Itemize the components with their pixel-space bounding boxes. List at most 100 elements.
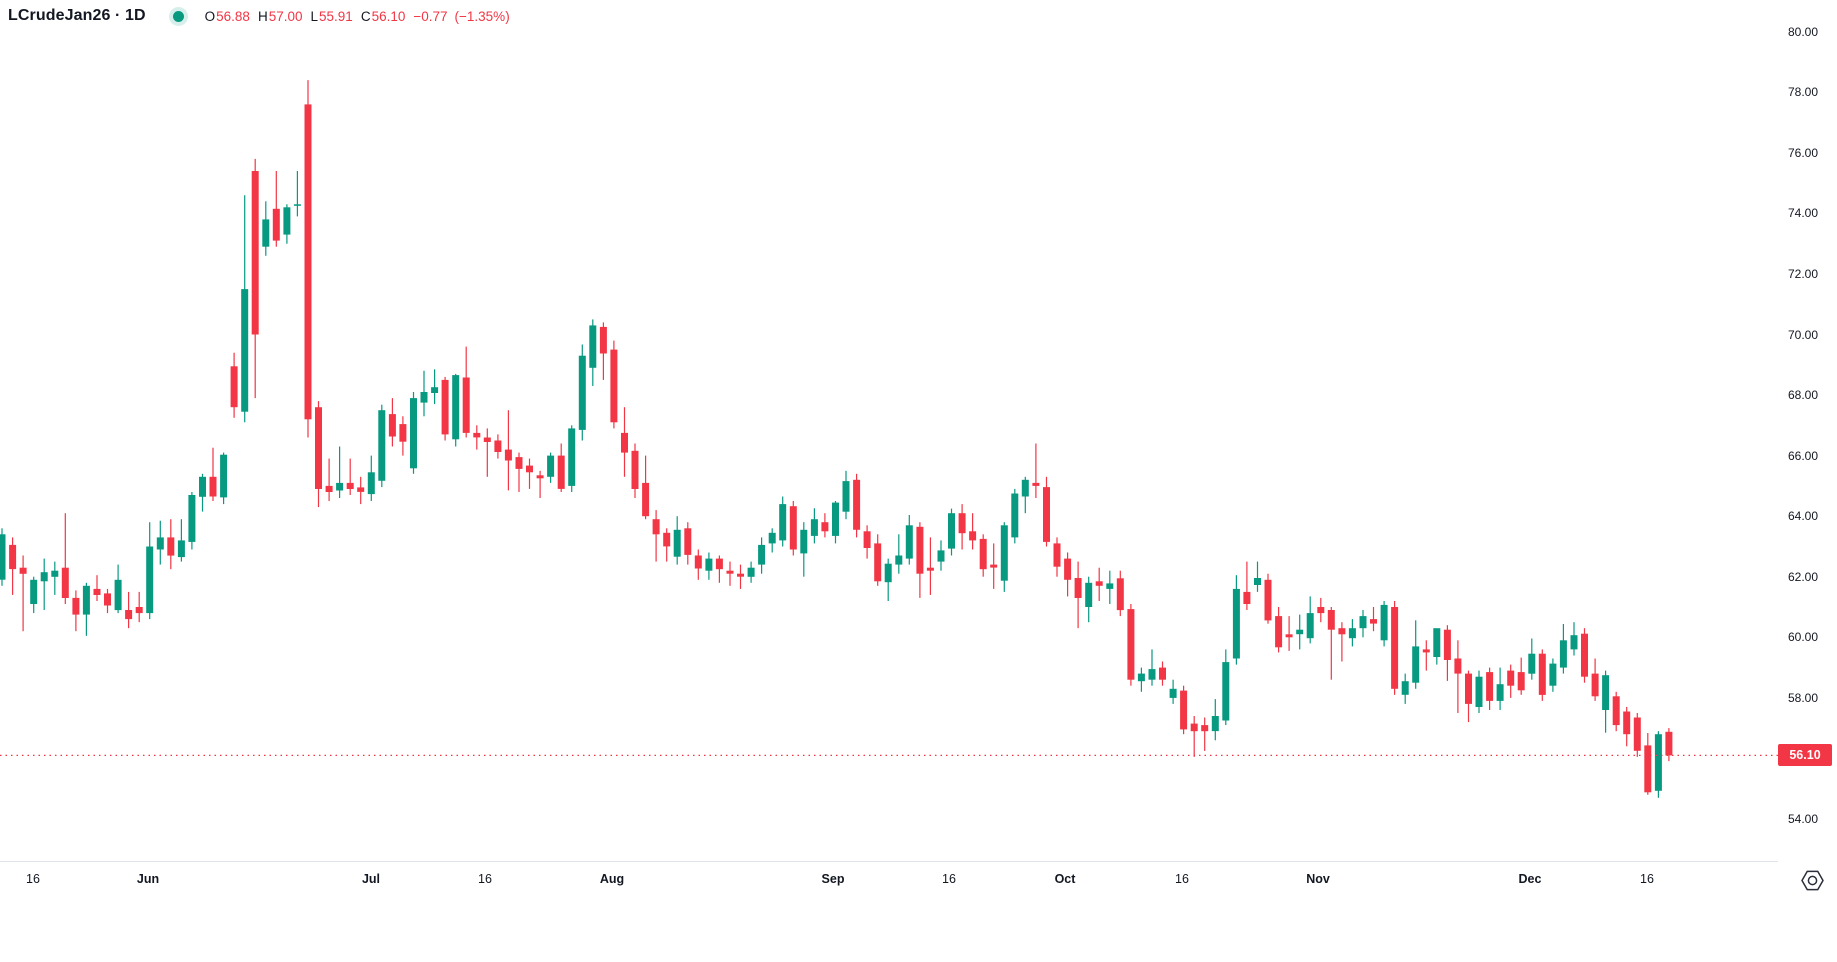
timezone-settings-icon[interactable] (1799, 867, 1826, 894)
candle-body (1127, 609, 1135, 680)
candle-body (1190, 723, 1198, 732)
market-status-icon[interactable] (172, 10, 184, 22)
candle-body (610, 349, 618, 423)
candle-body (832, 502, 839, 536)
candle-body (1581, 633, 1588, 677)
candle-body (1412, 646, 1420, 683)
candle-body (1644, 745, 1652, 793)
candle-body (1486, 672, 1494, 701)
price-tick-label: 58.00 (1788, 690, 1819, 705)
candle-body (283, 207, 291, 235)
candle-body (473, 432, 481, 438)
candle-body (599, 326, 607, 354)
candle-body (72, 597, 80, 615)
price-tick-label: 54.00 (1788, 811, 1819, 826)
candle-body (1317, 607, 1325, 614)
candle-body (1633, 717, 1641, 751)
candle-body (262, 219, 270, 247)
candle-body (346, 482, 354, 489)
candle-body (1433, 628, 1441, 657)
last-price-value: 56.10 (1789, 748, 1821, 763)
candle-body (589, 325, 597, 368)
candle-body (156, 537, 164, 550)
candlestick-plot[interactable] (0, 0, 1778, 861)
candle-body (1348, 628, 1356, 639)
candle-body (1443, 629, 1451, 660)
candle-body (1243, 591, 1251, 604)
time-axis[interactable]: 16 Jun Jul 16 Aug Sep 16 Oct 16 Nov Dec 16 (0, 862, 1778, 902)
candle-body (568, 428, 576, 486)
price-tick-label: 78.00 (1788, 85, 1819, 100)
candle-body (1359, 616, 1367, 629)
price-tick-label: 80.00 (1788, 24, 1819, 39)
candle-body (114, 579, 122, 611)
candle-body (30, 579, 38, 604)
candle-body (979, 538, 987, 570)
candle-body (1570, 635, 1578, 650)
candle-body (1475, 676, 1483, 707)
candle-body (1517, 672, 1525, 691)
candle-body (768, 532, 776, 544)
time-tick-label: 16 (1640, 872, 1654, 886)
candle-body (779, 504, 787, 541)
candle-body (1232, 588, 1240, 659)
time-tick-label: Oct (1054, 872, 1076, 886)
candle-body (1591, 673, 1599, 697)
last-price-badge: 56.10 (1778, 744, 1832, 767)
candle-body (1148, 669, 1156, 680)
candle-body (1043, 487, 1050, 542)
candle-body (1327, 610, 1335, 630)
candle-body (1422, 649, 1430, 653)
candle-body (1538, 653, 1546, 695)
candle-body (1507, 670, 1515, 686)
candle-body (483, 437, 491, 442)
candle-body (1159, 667, 1166, 680)
candle-body (1137, 673, 1145, 682)
candle-body (715, 558, 723, 570)
candle-body (367, 472, 375, 495)
candle-body (1211, 716, 1219, 732)
candle-body (1285, 634, 1293, 638)
candle-body (1623, 711, 1631, 735)
candle-body (1264, 579, 1272, 621)
candle-body (1180, 690, 1188, 730)
candle-body (694, 555, 702, 569)
open-value: O56.88 (204, 8, 250, 24)
price-axis[interactable]: 80.00 78.00 76.00 74.00 72.00 70.00 68.00 66.00… (1778, 0, 1837, 861)
candle-body (895, 555, 903, 565)
candle-body (1053, 543, 1061, 567)
candle-body (1064, 558, 1072, 580)
price-tick-label: 76.00 (1788, 145, 1819, 160)
price-tick-label: 72.00 (1788, 266, 1819, 281)
ohlc-readout: O56.88 H57.00 L55.91 C56.10 −0.77 (−1.35… (205, 9, 517, 24)
candle-body (842, 481, 850, 512)
candle-body (1559, 640, 1567, 668)
candle-body (863, 531, 871, 548)
candle-body (1654, 734, 1662, 791)
candle-body (789, 506, 797, 550)
price-tick-label: 64.00 (1788, 509, 1819, 524)
time-tick-label: Jun (136, 872, 160, 886)
candle-body (325, 485, 333, 492)
candle-body (853, 479, 861, 530)
candle-body (104, 593, 111, 606)
candle-body (220, 454, 228, 498)
candle-body (737, 573, 744, 577)
candle-body (1380, 604, 1388, 641)
candle-body (916, 526, 924, 574)
candle-body (1032, 482, 1040, 486)
candle-body (199, 476, 206, 497)
candle-body (272, 208, 280, 241)
candle-body (800, 529, 808, 554)
candle-body (1011, 493, 1019, 538)
candle-body (1465, 673, 1472, 704)
close-value: C56.10 (360, 8, 406, 24)
candle-body (958, 513, 966, 534)
price-tick-label: 68.00 (1788, 388, 1819, 403)
price-tick-label: 74.00 (1788, 206, 1819, 221)
symbol-title[interactable]: LCrudeJan26 · 1D (8, 7, 146, 24)
candle-body (230, 366, 238, 408)
time-tick-label: 16 (942, 872, 956, 886)
candle-body (336, 482, 344, 491)
candle-body (1496, 684, 1504, 701)
